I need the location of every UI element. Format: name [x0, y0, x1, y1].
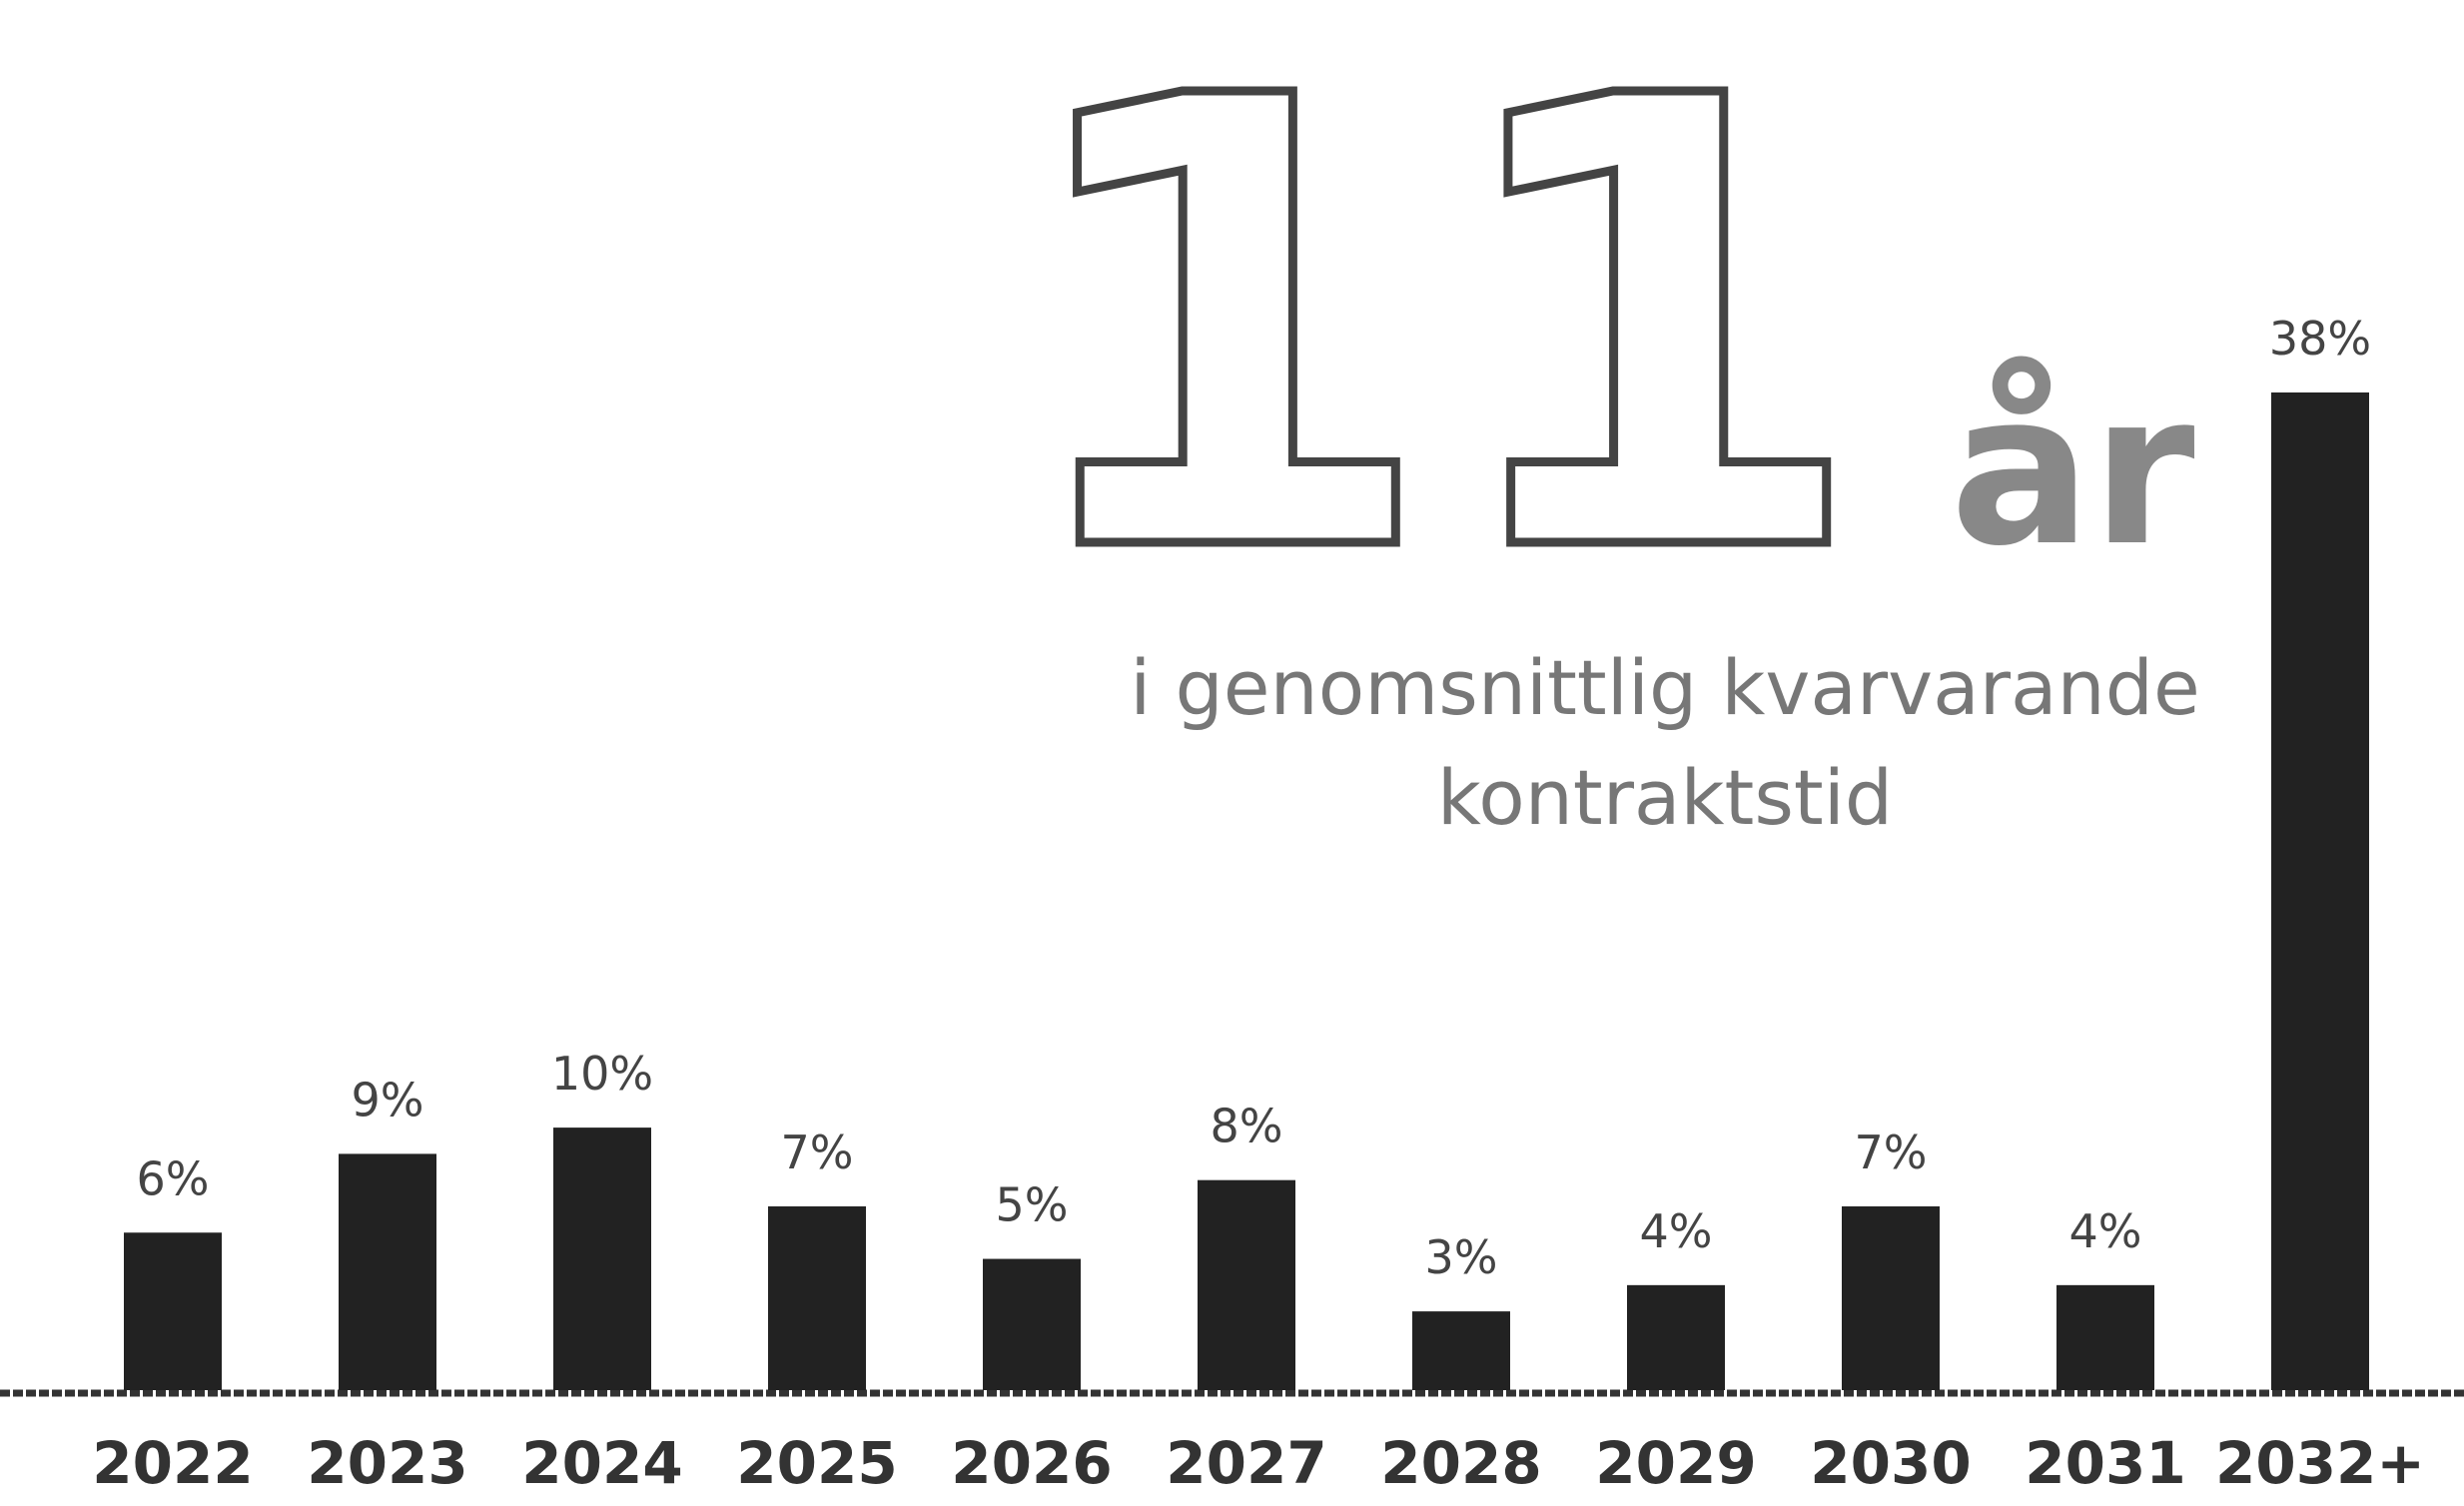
value-label: 4% [1640, 1204, 1713, 1258]
big-number: 11 [1008, 0, 1870, 689]
x-tick-label: 2031 [2025, 1429, 2185, 1497]
value-label: 5% [996, 1178, 1069, 1232]
bar [983, 1258, 1081, 1390]
value-label: 10% [551, 1047, 653, 1101]
x-tick-label: 2025 [736, 1429, 897, 1497]
bar [553, 1128, 651, 1390]
value-label: 6% [137, 1151, 210, 1205]
bar [124, 1232, 222, 1390]
bar [2271, 392, 2369, 1390]
value-label: 7% [1855, 1126, 1928, 1179]
x-tick-label: 2029 [1595, 1429, 1756, 1497]
x-tick-label: 2030 [1810, 1429, 1971, 1497]
x-tick-label: 2022 [92, 1429, 253, 1497]
x-tick-label: 2028 [1380, 1429, 1541, 1497]
bar [1627, 1284, 1725, 1390]
subtitle: kontraktstid [1437, 753, 1893, 842]
bar [1198, 1179, 1295, 1390]
bar [1842, 1205, 1940, 1390]
value-label: 3% [1425, 1230, 1498, 1284]
value-label: 7% [781, 1126, 854, 1179]
x-tick-label: 2032+ [2215, 1429, 2425, 1497]
x-tick-label: 2023 [307, 1429, 467, 1497]
bar [339, 1153, 436, 1390]
x-tick-label: 2024 [521, 1429, 682, 1497]
value-label: 8% [1211, 1100, 1283, 1153]
x-tick-label: 2026 [951, 1429, 1112, 1497]
value-label: 9% [352, 1073, 424, 1127]
bar [768, 1205, 866, 1390]
value-label: 4% [2069, 1204, 2142, 1258]
bar [2056, 1284, 2154, 1390]
bar [1412, 1311, 1510, 1390]
value-label: 38% [2269, 312, 2371, 366]
x-tick-label: 2027 [1166, 1429, 1326, 1497]
subtitle: i genomsnittlig kvarvarande [1130, 643, 2199, 732]
unit-label: år [1950, 348, 2194, 592]
